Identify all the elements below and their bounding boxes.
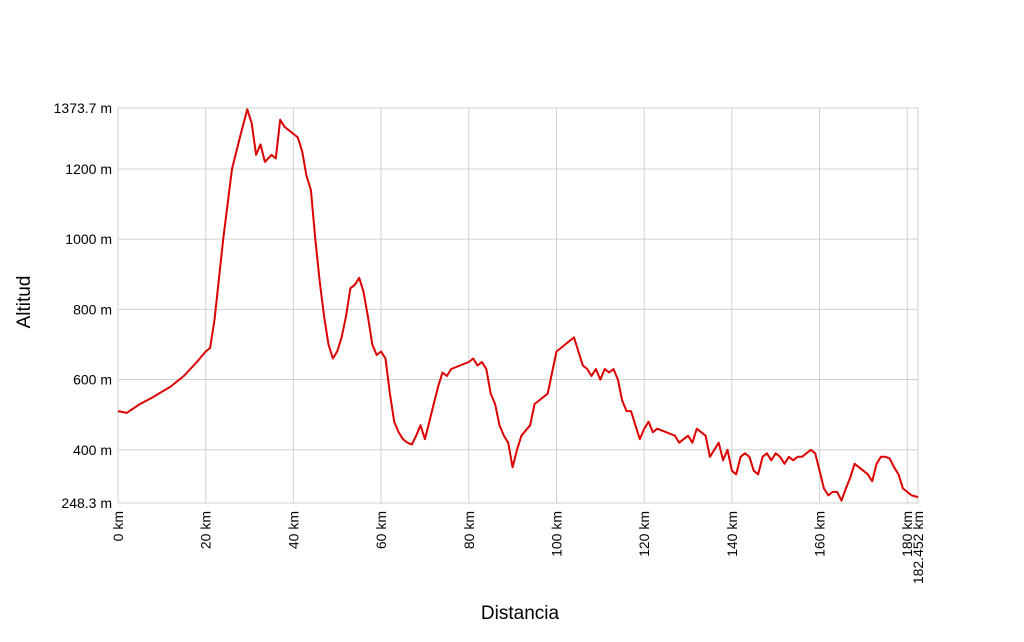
x-axis-label: Distancia (481, 603, 560, 624)
x-tick-label: 40 km (285, 511, 301, 549)
x-tick-label: 0 km (110, 511, 126, 541)
x-tick-label: 80 km (461, 511, 477, 549)
y-tick-label: 1200 m (65, 161, 112, 177)
y-tick-label: 248.3 m (61, 495, 112, 511)
x-tick-label: 100 km (548, 511, 564, 557)
elevation-line (117, 108, 919, 502)
x-tick-label: 60 km (373, 511, 389, 549)
y-tick-label: 600 m (73, 372, 112, 388)
x-tick-label: 120 km (636, 511, 652, 557)
y-tick-label: 400 m (73, 442, 112, 458)
y-axis-label: Altitud (14, 276, 35, 329)
x-tick-label: 160 km (812, 511, 828, 557)
x-tick-label: 20 km (198, 511, 214, 549)
y-tick-label: 800 m (73, 301, 112, 317)
x-tick-label: 140 km (724, 511, 740, 557)
x-tick-label: 182.452 km (910, 511, 926, 584)
y-tick-label: 1000 m (65, 231, 112, 247)
x-tick-label: 180 km (899, 511, 915, 557)
y-tick-label: 1373.7 m (54, 100, 112, 116)
